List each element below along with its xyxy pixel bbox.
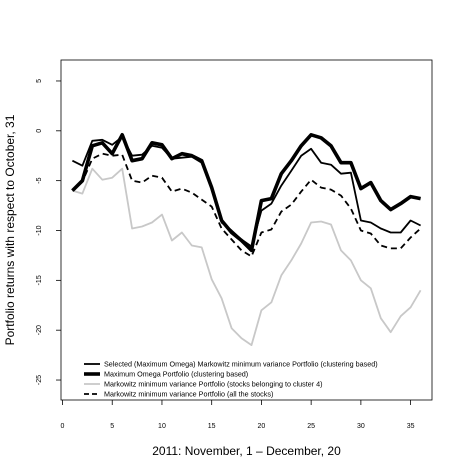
x-tick-label: 5 — [110, 423, 114, 430]
y-tick-label: -15 — [36, 275, 43, 285]
x-tick-label: 25 — [307, 423, 315, 430]
plot-frame — [60, 59, 433, 401]
legend-label-selected: Selected (Maximum Omega) Markowitz minim… — [104, 360, 378, 369]
y-tick-label: -5 — [36, 177, 43, 183]
x-tick-label: 20 — [258, 423, 266, 430]
series-lines — [71, 133, 422, 347]
legend: Selected (Maximum Omega) Markowitz minim… — [84, 360, 378, 399]
legend-label-all-stocks: Markowitz minimum variance Portfolio (al… — [104, 390, 273, 399]
series-line-cluster4 — [72, 167, 422, 347]
y-tick-label: 0 — [36, 129, 43, 133]
axis-ticks: 0 5 10 15 20 25 30 35 5 0 -5 -10 -15 -20 -25 — [36, 79, 415, 430]
series-line-max-omega — [71, 133, 421, 253]
x-tick-label: 30 — [357, 423, 365, 430]
y-axis-title: Portfolio returns with respect to Octobe… — [3, 114, 17, 345]
series-line-selected — [71, 135, 422, 248]
y-tick-label: -20 — [36, 325, 43, 335]
legend-label-cluster4: Markowitz minimum variance Portfolio (st… — [104, 380, 323, 389]
x-axis-title: 2011: November, 1 – December, 20 — [152, 444, 341, 458]
y-tick-label: -10 — [36, 225, 43, 235]
x-tick-label: 35 — [407, 423, 415, 430]
legend-label-max-omega: Maximum Omega Portfolio (clustering base… — [104, 370, 248, 379]
y-tick-label: 5 — [36, 79, 43, 83]
x-tick-label: 15 — [208, 423, 216, 430]
y-tick-label: -25 — [36, 375, 43, 385]
x-tick-label: 0 — [61, 423, 65, 430]
series-line-all-stocks — [71, 152, 422, 258]
x-tick-label: 10 — [158, 423, 166, 430]
